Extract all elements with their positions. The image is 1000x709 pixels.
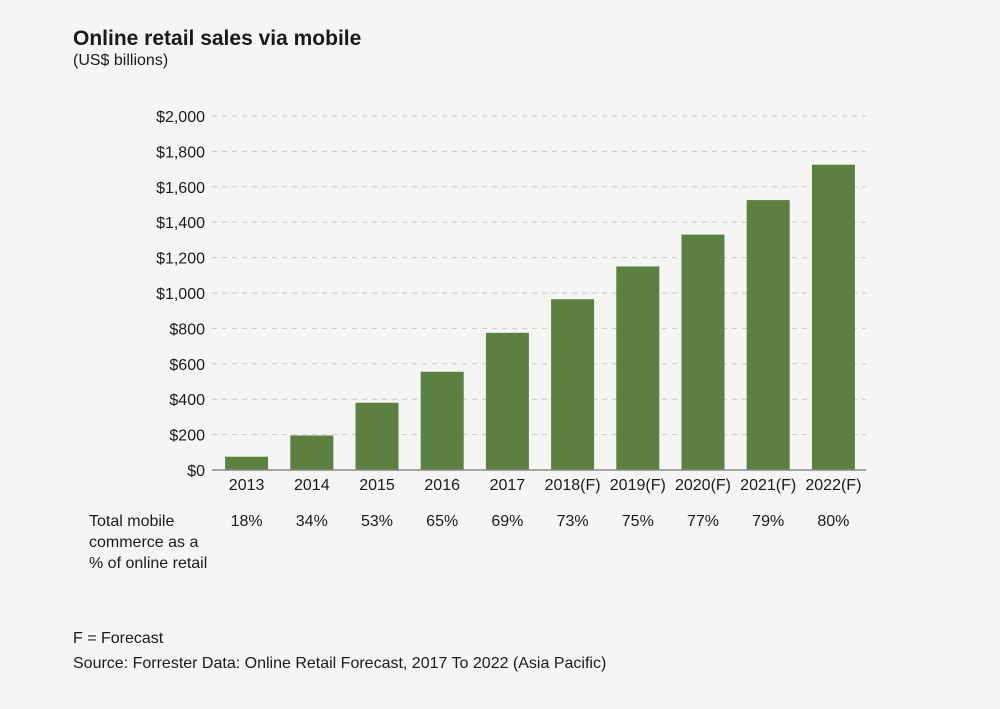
bar (811, 164, 855, 471)
mobile-share-value: 65% (426, 513, 458, 530)
x-tick-label: 2021(F) (740, 477, 796, 494)
x-tick-label: 2017 (490, 477, 526, 494)
mobile-share-value: 80% (817, 513, 849, 530)
bars (225, 164, 855, 471)
y-tick-label: $400 (169, 392, 205, 409)
chart-title: Online retail sales via mobile (73, 27, 362, 50)
bar (551, 299, 595, 470)
mobile-share-row-label: Total mobile commerce as a % of online r… (89, 513, 208, 572)
bar (355, 402, 399, 470)
x-tick-label: 2014 (294, 477, 330, 494)
y-tick-label: $2,000 (156, 109, 205, 126)
mobile-share-value: 53% (361, 513, 393, 530)
bar (225, 456, 269, 470)
x-tick-label: 2013 (229, 477, 265, 494)
bar (420, 371, 464, 470)
bar (290, 435, 334, 470)
x-tick-label: 2020(F) (675, 477, 731, 494)
forecast-note: F = Forecast (73, 630, 164, 647)
y-tick-label: $0 (187, 463, 205, 480)
chart-subtitle: (US$ billions) (73, 52, 169, 69)
y-tick-label: $200 (169, 428, 205, 445)
x-tick-label: 2016 (424, 477, 460, 494)
mobile-share-value: 73% (557, 513, 589, 530)
mobile-share-value: 69% (491, 513, 523, 530)
bar (616, 266, 660, 470)
bar (681, 234, 725, 470)
source-note: Source: Forrester Data: Online Retail Fo… (73, 655, 607, 672)
x-tick-label: 2022(F) (805, 477, 861, 494)
y-tick-label: $1,600 (156, 180, 205, 197)
mobile-share-value: 77% (687, 513, 719, 530)
x-tick-label: 2015 (359, 477, 395, 494)
y-tick-label: $1,800 (156, 144, 205, 161)
x-tick-label: 2019(F) (610, 477, 666, 494)
y-tick-label: $800 (169, 321, 205, 338)
mobile-share-value: 79% (752, 513, 784, 530)
y-tick-label: $600 (169, 357, 205, 374)
y-tick-label: $1,200 (156, 251, 205, 268)
y-tick-label: $1,400 (156, 215, 205, 232)
bar (746, 200, 790, 470)
labels: $0 $200 $400 $600 $800 $1,000 $1,200 $1,400 $1,6… (156, 109, 861, 530)
mobile-share-value: 34% (296, 513, 328, 530)
bar (485, 332, 529, 470)
mobile-share-value: 18% (231, 513, 263, 530)
y-tick-label: $1,000 (156, 286, 205, 303)
x-tick-label: 2018(F) (545, 477, 601, 494)
mobile-share-value: 75% (622, 513, 654, 530)
